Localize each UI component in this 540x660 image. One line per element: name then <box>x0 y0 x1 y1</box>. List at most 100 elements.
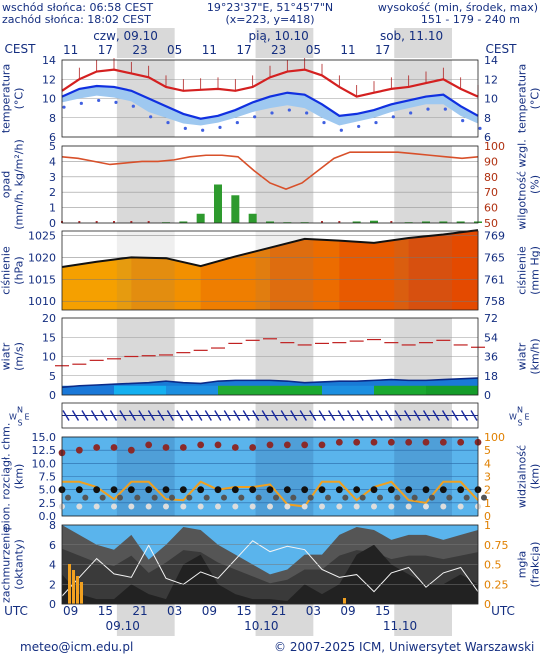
top-hour-tick: 17 <box>236 43 251 57</box>
cloudbase-left-tick: 5.0 <box>39 484 57 497</box>
cloud-mid-dot <box>283 486 291 494</box>
wind-direction-arrow <box>366 410 374 421</box>
cloud-high-dot <box>110 444 118 451</box>
temp-left-tick: 12 <box>42 73 56 86</box>
cloud-mid-dot <box>197 486 205 494</box>
cloudbase-left-tick: 12.5 <box>32 444 57 457</box>
press-frame <box>61 230 479 311</box>
wind-direction-arrow <box>195 410 203 421</box>
wind-direction-arrow <box>356 410 364 421</box>
cloud-low-dot <box>411 494 418 501</box>
fog-bar <box>80 582 83 604</box>
temp-min-dot <box>166 120 170 125</box>
pressure-right-tick: 758 <box>484 295 505 308</box>
precip-bar <box>196 213 205 223</box>
pressure-left-tick: 1010 <box>28 295 56 308</box>
compass-n-left: N <box>17 406 23 415</box>
fog-right-tick: 1 <box>484 519 491 532</box>
wind-direction-arrow <box>147 410 155 421</box>
pressure-left-tick: 1025 <box>28 229 56 242</box>
pressure-night-band <box>116 231 175 310</box>
panel-label-line: (frakcja) <box>529 542 540 588</box>
wind-left-tick: 10 <box>42 351 56 364</box>
temp-min-dot <box>114 100 118 104</box>
temp-min-dot <box>253 115 257 119</box>
bottom-hour-tick: 09 <box>63 604 78 618</box>
precip-left-tick: 4 <box>49 155 56 168</box>
cloud-low-dot <box>481 494 487 501</box>
wind-direction-arrow <box>166 410 174 421</box>
temp-min-band <box>62 85 478 126</box>
cloud-high-dot <box>145 441 153 449</box>
contact-email[interactable]: meteo@icm.edu.pl <box>20 640 134 654</box>
wind-direction-arrow <box>299 410 307 421</box>
temp-min-dot <box>218 125 222 129</box>
precip-left-tick: 0 <box>49 217 56 230</box>
wind-left-tick: 0 <box>49 389 56 402</box>
precip-bar <box>422 221 430 223</box>
panel-label-line: ciśnienie <box>0 246 13 295</box>
cloud-high-dot <box>301 441 309 449</box>
cloud-low-area <box>62 544 478 604</box>
wind-direction-arrow <box>81 410 89 421</box>
cloud-mid-dot <box>318 486 326 494</box>
compass-s-right: S <box>517 419 522 428</box>
wind-left-tick: 20 <box>42 312 56 325</box>
wind-class-strip <box>322 385 374 395</box>
top-hour-tick: 23 <box>271 43 286 57</box>
panel-label-line: opad <box>0 171 13 198</box>
vis-right-label: widzialność (km) <box>516 445 540 508</box>
precip-zero-marker <box>78 221 81 223</box>
precip-zero-marker <box>338 221 341 223</box>
cloud-low-dot <box>342 494 349 501</box>
bottom-day-label: 10.10 <box>244 619 278 633</box>
temp-min-dot <box>322 120 326 125</box>
cloud-base-dot <box>319 503 325 510</box>
cloud-base-dot <box>111 503 117 510</box>
cloud-low-dot <box>394 494 401 501</box>
wind-direction-arrow <box>470 410 478 421</box>
wind-direction-arrow <box>328 410 336 421</box>
cloudcover-left-tick: 2 <box>49 578 56 591</box>
cloud-base-dot <box>301 503 308 510</box>
cloud-high-dot <box>370 438 378 446</box>
temp-min-dot <box>443 107 447 111</box>
wind-direction-arrow <box>261 410 269 421</box>
cloud-high-dot <box>231 444 239 451</box>
cloud-low-dot <box>307 494 314 501</box>
wind-direction-arrow <box>309 410 317 421</box>
panel-label-line: temperatura <box>0 64 13 133</box>
sunset-text: zachód słońca: 18:02 CEST <box>2 13 151 26</box>
precip-left-label: opad (mm/h, kg/m²/h) <box>0 139 26 230</box>
cloud-base-dot <box>180 503 187 510</box>
bottom-night-band <box>116 604 175 636</box>
humidity-right-tick: 80 <box>484 171 498 184</box>
top-day-label: pią, 10.10 <box>249 29 309 43</box>
wind-direction-arrow <box>385 410 393 421</box>
cloud-base-dot <box>76 503 83 510</box>
copyright-text: © 2007-2025 ICM, Uniwersytet Warszawski <box>274 640 535 654</box>
cloudbase-left-tick: 2.5 <box>39 497 57 510</box>
cloud-mid-dot <box>145 486 153 494</box>
cloud-high-dot <box>457 438 465 446</box>
wind-direction-arrow <box>71 410 80 421</box>
cloudbase-left-tick: 15.0 <box>32 431 57 444</box>
timezone-bottom-label: UTC <box>4 604 28 618</box>
compass-w-left: W <box>9 413 17 422</box>
bottom-hour-tick: 03 <box>306 604 321 618</box>
panel-label-line: (km) <box>529 464 540 490</box>
cloud-mid-dot <box>179 486 187 494</box>
top-hour-tick: 17 <box>375 43 390 57</box>
fog-bar <box>72 570 75 604</box>
cloud-high-dot <box>318 441 326 449</box>
bottom-hour-tick: 15 <box>375 604 390 618</box>
temp-min-dot <box>149 115 153 119</box>
press-left-label: ciśnienie (hPa) <box>0 246 26 295</box>
comp-frame <box>61 402 479 429</box>
cloud-base-dot <box>249 503 256 510</box>
precip-zero-marker <box>321 221 323 223</box>
temp-left-tick: 8 <box>49 112 56 125</box>
humidity-right-tick: 60 <box>484 202 498 215</box>
